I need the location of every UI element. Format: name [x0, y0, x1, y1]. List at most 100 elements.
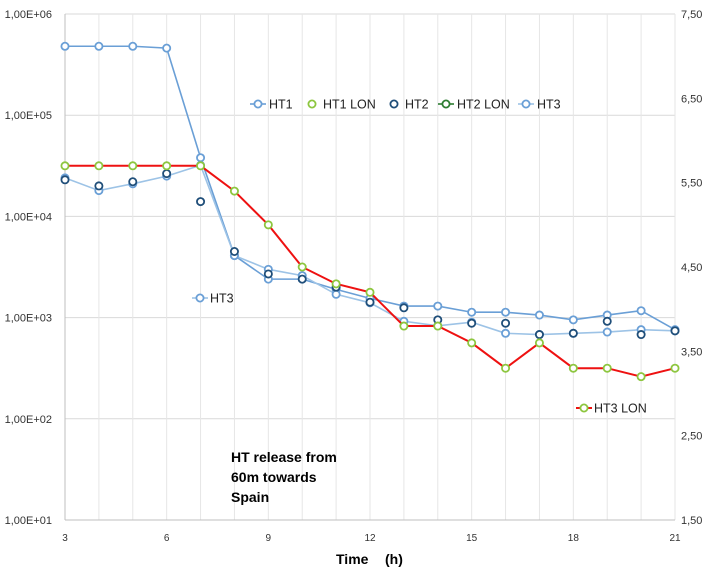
inline-label: HT3: [192, 292, 234, 306]
data-point-ht3-lon: [636, 372, 646, 382]
data-point-ht3-lon: [670, 363, 680, 373]
data-point-ht3-lon: [534, 338, 544, 348]
data-point-ht2: [534, 330, 544, 340]
x-tick-label: 18: [568, 533, 580, 544]
legend-label: HT2: [405, 98, 429, 112]
data-point-ht2: [399, 303, 409, 313]
grid-lines: [64, 13, 676, 521]
data-point-ht3-lon: [602, 363, 612, 373]
data-point-ht1: [534, 310, 544, 320]
data-point-ht1: [433, 301, 443, 311]
inline-label-text: HT3 LON: [594, 402, 647, 416]
y2-tick-label: 2,50: [681, 431, 702, 443]
data-point-ht2: [501, 318, 511, 328]
data-point-ht3-lon: [196, 161, 206, 171]
axes: [64, 14, 675, 521]
data-point-ht3-lon: [501, 363, 511, 373]
legend-marker: [253, 99, 263, 109]
data-point-ht2: [636, 330, 646, 340]
data-point-ht3-lon: [467, 338, 477, 348]
inline-label: HT3 LON: [576, 402, 647, 416]
y2-tick-label: 3,50: [681, 346, 702, 358]
x-tick-label: 6: [164, 533, 170, 544]
y2-tick-label: 6,50: [681, 93, 702, 105]
data-point-ht3-lon: [128, 161, 138, 171]
x-tick-label: 3: [62, 533, 68, 544]
inline-series-labels: HT3 HT3 LON: [192, 292, 647, 416]
data-point-ht3-lon: [365, 287, 375, 297]
data-point-ht2: [467, 318, 477, 328]
data-point-ht3-lon: [399, 321, 409, 331]
data-point-ht2: [94, 181, 104, 191]
y-tick-label: 1,00E+02: [5, 414, 52, 426]
data-point-ht2: [297, 274, 307, 284]
legend: HT1 HT1 LON HT2 HT2 LON HT3: [250, 98, 561, 112]
legend-marker: [521, 99, 531, 109]
x-tick-label: 21: [669, 533, 681, 544]
data-point-ht3-lon: [94, 161, 104, 171]
data-point-ht1: [196, 153, 206, 163]
inline-marker: [195, 293, 205, 303]
legend-label: HT3: [537, 98, 561, 112]
y-tick-label: 1,00E+01: [5, 515, 52, 527]
legend-item: HT2 LON: [438, 98, 510, 112]
data-point-ht3-lon: [60, 161, 70, 171]
y-tick-label: 1,00E+06: [5, 9, 52, 21]
inline-label-text: HT3: [210, 292, 234, 306]
legend-item: HT3: [518, 98, 561, 112]
x-tick-label: 9: [266, 533, 272, 544]
data-point-ht3: [602, 327, 612, 337]
x-tick-labels: 3 6 9 12 15 18 21: [62, 533, 681, 544]
x-axis-label: Time: [336, 551, 369, 567]
data-point-ht2: [196, 197, 206, 207]
data-point-ht1: [501, 307, 511, 317]
x-axis-title: Time (h): [336, 551, 403, 567]
data-point-ht2: [162, 169, 172, 179]
y2-tick-label: 4,50: [681, 262, 702, 274]
data-point-ht1: [94, 41, 104, 51]
y-tick-label: 1,00E+03: [5, 313, 52, 325]
data-point-ht2: [568, 328, 578, 338]
data-point-ht3-lon: [297, 262, 307, 272]
y-tick-label: 1,00E+05: [5, 110, 52, 122]
series-ht3-lon: [60, 161, 680, 382]
data-point-ht3-lon: [162, 161, 172, 171]
series-ht2: [60, 169, 680, 340]
y-tick-labels: 1,00E+01 1,00E+02 1,00E+03 1,00E+04 1,00E+05…: [5, 9, 52, 527]
y-tick-label: 1,00E+04: [5, 211, 52, 223]
data-point-ht3-lon: [568, 363, 578, 373]
data-point-ht2: [602, 316, 612, 326]
legend-marker: [389, 99, 399, 109]
data-point-ht1: [128, 41, 138, 51]
data-point-ht1: [467, 307, 477, 317]
legend-marker: [441, 99, 451, 109]
inline-marker: [579, 403, 589, 413]
annotation-line: HT release from: [231, 449, 337, 465]
y2-tick-label: 5,50: [681, 178, 702, 190]
data-point-ht1: [60, 41, 70, 51]
data-point-ht3: [501, 328, 511, 338]
y2-tick-label: 1,50: [681, 515, 702, 527]
annotation-line: Spain: [231, 489, 269, 505]
legend-label: HT1: [269, 98, 293, 112]
data-point-ht2: [229, 246, 239, 256]
data-point-ht2: [128, 177, 138, 187]
legend-label: HT2 LON: [457, 98, 510, 112]
data-point-ht3-lon: [433, 321, 443, 331]
x-axis-unit: (h): [385, 551, 403, 567]
data-point-ht3-lon: [331, 279, 341, 289]
data-point-ht1: [162, 43, 172, 53]
annotation-line: 60m towards: [231, 469, 317, 485]
data-point-ht1: [636, 306, 646, 316]
data-point-ht2: [60, 175, 70, 185]
series-layer: [60, 41, 680, 382]
data-point-ht2: [670, 326, 680, 336]
data-point-ht2: [365, 297, 375, 307]
x-tick-label: 15: [466, 533, 478, 544]
annotation: HT release from 60m towards Spain: [231, 449, 337, 505]
legend-marker: [307, 99, 317, 109]
data-point-ht3-lon: [263, 220, 273, 230]
legend-label: HT1 LON: [323, 98, 376, 112]
y2-tick-label: 7,50: [681, 9, 702, 21]
